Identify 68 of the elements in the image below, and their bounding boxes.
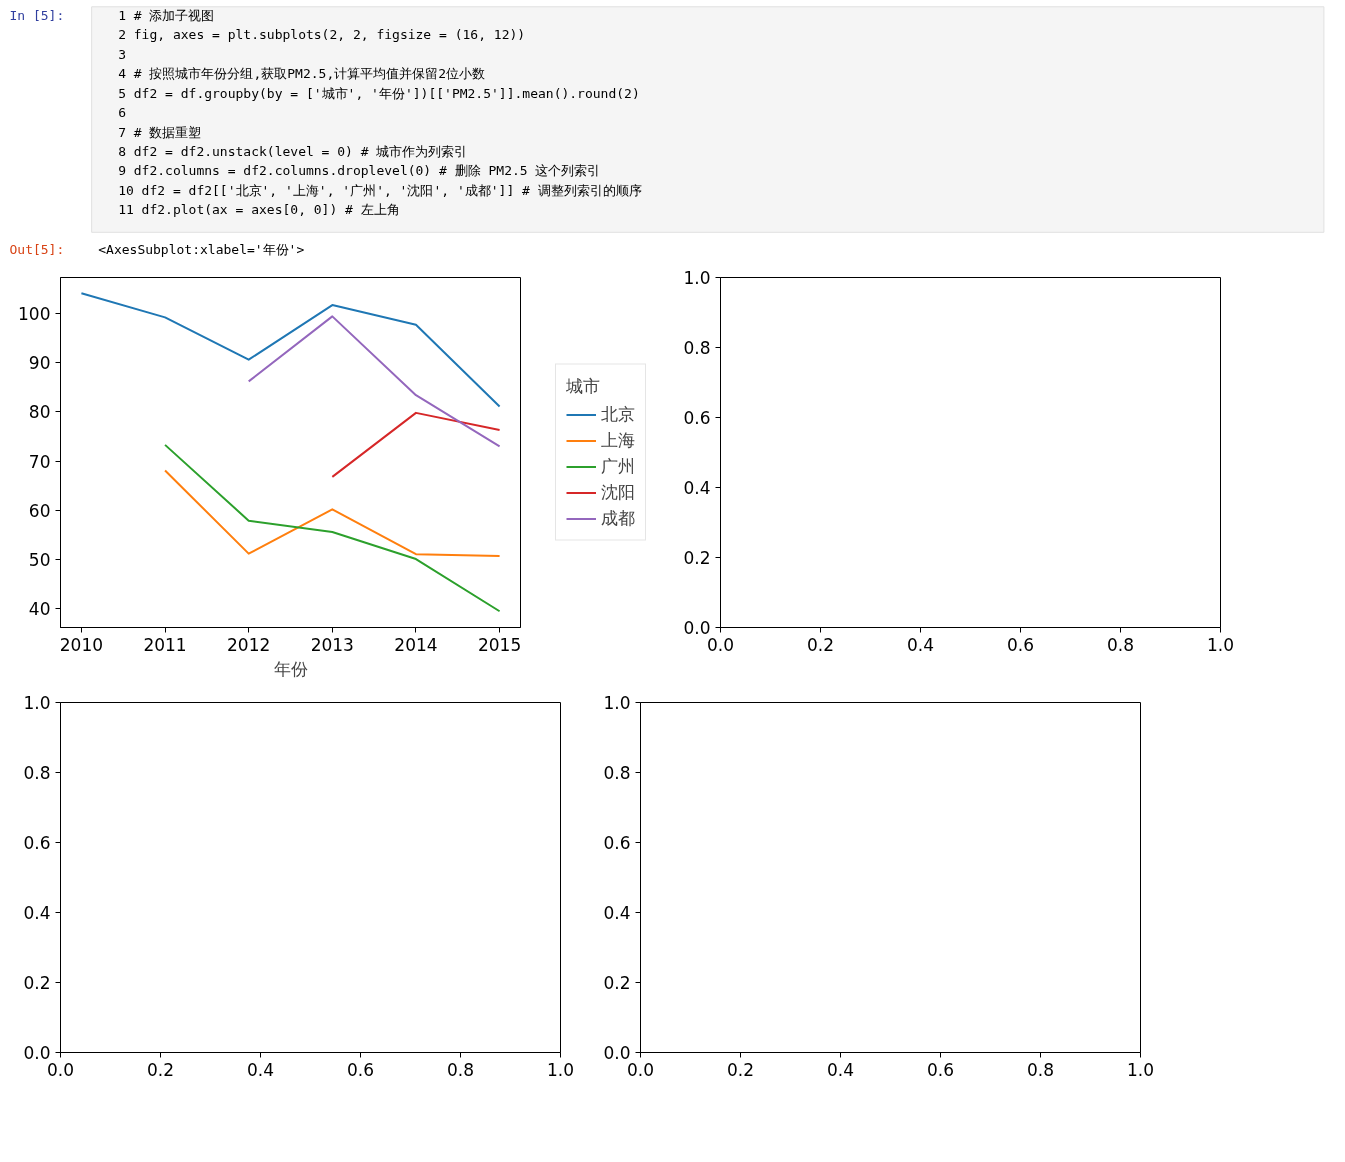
x-tick-label: 2012 bbox=[227, 634, 271, 655]
x-tick-label: 1.0 bbox=[1206, 634, 1235, 655]
line-series bbox=[80, 292, 501, 408]
x-tick-label: 1.0 bbox=[1126, 1059, 1155, 1080]
text: <AxesSubplot:xlabel='年份'> bbox=[98, 242, 305, 258]
x-tick-label: 0.8 bbox=[1026, 1059, 1055, 1080]
y-tick-label: 80 bbox=[28, 402, 51, 423]
x-tick-label: 0.6 bbox=[926, 1059, 955, 1080]
x-tick-label: 0.2 bbox=[146, 1059, 175, 1080]
y-tick-label: 0.2 bbox=[603, 973, 631, 993]
text: 2 fig, axes = plt.subplots(2, 2, figsize = (16, 12)) bbox=[118, 27, 526, 43]
x-tick-label: 2014 bbox=[394, 634, 438, 655]
legend-label: 上海 bbox=[601, 428, 635, 452]
legend-label: 成都 bbox=[601, 506, 635, 530]
x-tick-label: 0.2 bbox=[726, 1059, 755, 1080]
text: 10 df2 = df2[['北京', '上海', '广州', '沈阳', '成都']] # 调整列索引的顺序 bbox=[118, 182, 642, 198]
y-tick-label: 1.0 bbox=[23, 693, 51, 713]
x-tick-label: 2011 bbox=[143, 634, 187, 655]
y-tick-label: 0.2 bbox=[683, 548, 711, 568]
x-tick-label: 2010 bbox=[59, 634, 104, 655]
y-tick-label: 0.6 bbox=[23, 833, 51, 853]
text: 3 bbox=[118, 46, 126, 62]
text: 4 # 按照城市年份分组,获取PM2.5,计算平均值并保留2位小数 bbox=[118, 66, 486, 82]
text: 7 # 数据重塑 bbox=[118, 124, 202, 140]
x-tick-label: 1.0 bbox=[546, 1059, 575, 1080]
text: In [5]: bbox=[9, 8, 65, 24]
text: 6 bbox=[118, 105, 126, 121]
text: 9 df2.columns = df2.columns.droplevel(0) # 删除 PM2.5 这个列索引 bbox=[118, 163, 601, 179]
y-tick-label: 0.8 bbox=[603, 763, 631, 783]
x-tick-label: 0.8 bbox=[446, 1059, 475, 1080]
y-tick-label: 0.8 bbox=[683, 338, 711, 358]
y-tick-label: 0.4 bbox=[23, 903, 51, 923]
x-axis-title: 年份 bbox=[273, 658, 308, 679]
y-tick-label: 0.4 bbox=[603, 903, 631, 923]
x-tick-label: 2015 bbox=[477, 634, 522, 655]
legend-title: 城市 bbox=[566, 374, 601, 398]
y-tick-label: 0.8 bbox=[23, 763, 51, 783]
y-tick-label: 0.6 bbox=[683, 408, 711, 428]
legend-label: 广州 bbox=[601, 454, 635, 478]
text: Out[5]: bbox=[9, 242, 65, 258]
x-tick-label: 0.6 bbox=[1006, 634, 1035, 655]
x-tick-label: 0.4 bbox=[826, 1059, 855, 1080]
x-tick-label: 2013 bbox=[310, 634, 354, 655]
y-tick-label: 100 bbox=[18, 303, 51, 324]
x-tick-label: 0.4 bbox=[906, 634, 935, 655]
y-tick-label: 70 bbox=[28, 451, 51, 472]
x-tick-label: 0.8 bbox=[1106, 634, 1135, 655]
x-tick-label: 0.4 bbox=[246, 1059, 275, 1080]
text: 5 df2 = df.groupby(by = ['城市', '年份'])[['PM2.5']].mean().round(2) bbox=[118, 85, 640, 101]
y-tick-label: 90 bbox=[28, 353, 51, 374]
y-tick-label: 0.2 bbox=[23, 973, 51, 993]
y-tick-label: 1.0 bbox=[683, 268, 711, 288]
y-tick-label: 1.0 bbox=[603, 693, 631, 713]
y-tick-label: 50 bbox=[28, 550, 51, 571]
y-tick-label: 0.6 bbox=[603, 833, 631, 853]
y-tick-label: 0.4 bbox=[683, 478, 711, 498]
line-series bbox=[247, 315, 501, 448]
legend-label: 沈阳 bbox=[601, 480, 635, 504]
y-tick-label: 40 bbox=[28, 599, 51, 620]
x-tick-label: 0.2 bbox=[806, 634, 835, 655]
x-tick-label: 0.6 bbox=[346, 1059, 375, 1080]
text: 1 # 添加子视图 bbox=[118, 8, 215, 24]
text: 11 df2.plot(ax = axes[0, 0]) # 左上角 bbox=[118, 202, 400, 218]
y-tick-label: 60 bbox=[28, 500, 51, 521]
legend-label: 北京 bbox=[601, 402, 635, 426]
line-series bbox=[164, 443, 501, 613]
line-series bbox=[164, 469, 501, 558]
text: 8 df2 = df2.unstack(level = 0) # 城市作为列索引 bbox=[118, 143, 468, 159]
